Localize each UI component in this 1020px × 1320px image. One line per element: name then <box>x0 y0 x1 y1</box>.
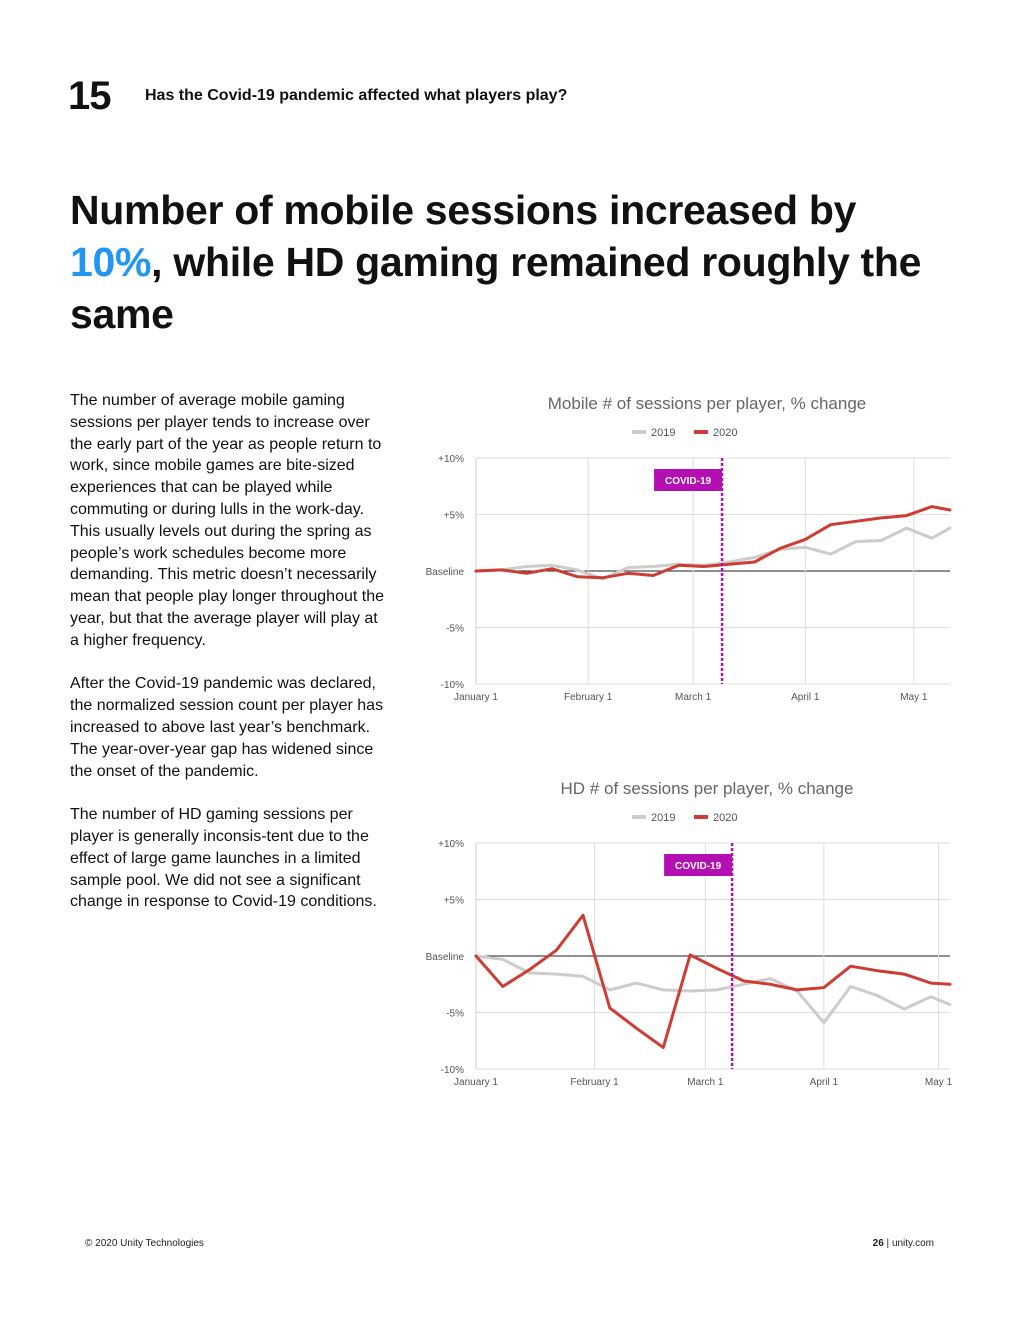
x-tick-label: March 1 <box>687 1077 724 1088</box>
x-tick-label: April 1 <box>791 692 820 703</box>
y-tick-label: -10% <box>441 1065 464 1076</box>
page-number: 26 <box>872 1238 884 1249</box>
series-line-2020 <box>474 505 952 580</box>
series-line-2019 <box>474 526 952 581</box>
covid-label: COVID-19 <box>675 861 722 872</box>
legend-label-2020: 2020 <box>713 427 737 439</box>
headline-highlight: 10% <box>70 239 152 285</box>
y-tick-label: -5% <box>446 1009 464 1020</box>
footer-page-info: 26 | unity.com <box>872 1238 934 1249</box>
footer-site-link[interactable]: unity.com <box>891 1238 934 1249</box>
body-paragraph-3: The number of HD gaming sessions per pla… <box>70 806 377 911</box>
x-tick-label: January 1 <box>454 692 498 703</box>
body-text: The number of average mobile gaming sess… <box>70 390 390 935</box>
y-tick-label: +10% <box>438 839 464 850</box>
hd-sessions-chart: HD # of sessions per player, % change 201… <box>410 770 970 1100</box>
body-paragraph-2: After the Covid-19 pandemic was declared… <box>70 675 384 780</box>
chart-title: Mobile # of sessions per player, % chang… <box>548 394 866 413</box>
legend-label-2019: 2019 <box>651 427 675 439</box>
x-tick-label: January 1 <box>454 1077 498 1088</box>
y-tick-label: -10% <box>441 680 464 691</box>
x-tick-label: February 1 <box>570 1077 619 1088</box>
y-tick-label: +5% <box>444 896 464 907</box>
y-tick-label: -5% <box>446 624 464 635</box>
hd-sessions-chart-svg: HD # of sessions per player, % change 201… <box>426 779 953 1088</box>
x-tick-label: May 1 <box>900 692 928 703</box>
chart-title: HD # of sessions per player, % change <box>561 779 854 798</box>
mobile-sessions-chart-svg: Mobile # of sessions per player, % chang… <box>426 394 952 703</box>
x-tick-label: March 1 <box>675 692 712 703</box>
x-tick-label: February 1 <box>564 692 613 703</box>
x-tick-label: April 1 <box>810 1077 839 1088</box>
covid-label: COVID-19 <box>665 476 712 487</box>
chapter-number: 15 <box>68 74 111 118</box>
headline-part1: Number of mobile sessions increased by <box>70 187 857 233</box>
covid-label-box <box>664 854 733 876</box>
series-line-2019 <box>474 954 952 1025</box>
footer-copyright: © 2020 Unity Technologies <box>85 1238 204 1249</box>
y-tick-label: Baseline <box>426 567 465 578</box>
page-headline: Number of mobile sessions increased by 1… <box>70 184 930 340</box>
y-tick-label: +5% <box>444 511 464 522</box>
body-paragraph-1: The number of average mobile gaming sess… <box>70 392 385 649</box>
headline-part2: , while HD gaming remained roughly the s… <box>70 239 922 337</box>
series-line-2020 <box>474 913 952 1049</box>
legend-label-2019: 2019 <box>651 812 675 824</box>
y-tick-label: +10% <box>438 454 464 465</box>
chapter-title: Has the Covid-19 pandemic affected what … <box>145 87 568 104</box>
y-tick-label: Baseline <box>426 952 465 963</box>
covid-label-box <box>654 469 723 491</box>
mobile-sessions-chart: Mobile # of sessions per player, % chang… <box>410 385 970 715</box>
x-tick-label: May 1 <box>925 1077 953 1088</box>
legend-label-2020: 2020 <box>713 812 737 824</box>
